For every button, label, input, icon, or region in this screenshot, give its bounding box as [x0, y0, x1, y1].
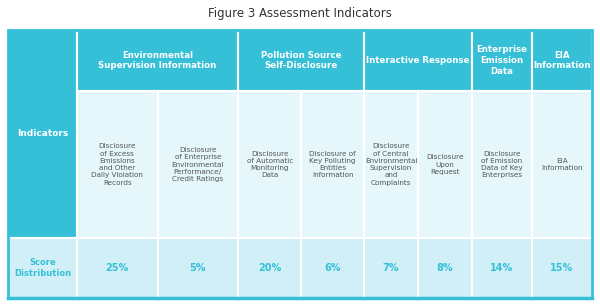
Bar [238, 238, 301, 298]
Text: Disclosure
of Automatic
Monitoring
Data: Disclosure of Automatic Monitoring Data [247, 151, 293, 178]
Bar [532, 238, 592, 298]
Text: Pollution Source
Self-Disclosure: Pollution Source Self-Disclosure [261, 51, 341, 71]
Bar [77, 30, 238, 91]
Text: 14%: 14% [490, 263, 514, 273]
Bar [8, 30, 77, 238]
Bar [238, 91, 301, 238]
Text: 25%: 25% [106, 263, 129, 273]
Bar [301, 238, 364, 298]
Text: Enterprise
Emission
Data: Enterprise Emission Data [476, 45, 527, 76]
Bar [532, 91, 592, 238]
Text: 7%: 7% [383, 263, 400, 273]
Text: Score
Distribution: Score Distribution [14, 258, 71, 278]
Text: Disclosure
Upon
Request: Disclosure Upon Request [426, 154, 464, 175]
Bar [301, 91, 364, 238]
Bar [472, 91, 532, 238]
Text: 6%: 6% [325, 263, 341, 273]
Text: Disclosure
of Excess
Emissions
and Other
Daily Violation
Records: Disclosure of Excess Emissions and Other… [91, 144, 143, 186]
Text: Figure 3 Assessment Indicators: Figure 3 Assessment Indicators [208, 6, 392, 19]
Bar [472, 30, 532, 91]
Bar [77, 91, 158, 238]
Bar [158, 91, 238, 238]
Bar [158, 238, 238, 298]
Text: 5%: 5% [190, 263, 206, 273]
Text: EIA
Information: EIA Information [541, 158, 583, 171]
Bar [238, 30, 364, 91]
Text: Disclosure of
Key Polluting
Entities
Information: Disclosure of Key Polluting Entities Inf… [310, 151, 356, 178]
Text: 15%: 15% [550, 263, 574, 273]
Bar [77, 238, 158, 298]
Bar [532, 30, 592, 91]
Text: 20%: 20% [258, 263, 281, 273]
Text: Disclosure
of Enterprise
Environmental
Performance/
Credit Ratings: Disclosure of Enterprise Environmental P… [172, 147, 224, 182]
Bar [364, 91, 418, 238]
Bar [418, 238, 472, 298]
Text: Interactive Response: Interactive Response [366, 56, 470, 65]
Text: 8%: 8% [437, 263, 453, 273]
Bar [472, 238, 532, 298]
Text: EIA
Information: EIA Information [533, 51, 590, 71]
Bar [364, 30, 472, 91]
Text: Environmental
Supervision Information: Environmental Supervision Information [98, 51, 217, 71]
Bar [364, 238, 418, 298]
Bar [418, 91, 472, 238]
Text: Disclosure
of Central
Environmental
Supervision
and
Complaints: Disclosure of Central Environmental Supe… [365, 144, 417, 186]
Text: Indicators: Indicators [17, 129, 68, 139]
Bar [8, 238, 77, 298]
Bar [8, 30, 592, 298]
Text: Disclosure
of Emission
Data of Key
Enterprises: Disclosure of Emission Data of Key Enter… [481, 151, 523, 178]
